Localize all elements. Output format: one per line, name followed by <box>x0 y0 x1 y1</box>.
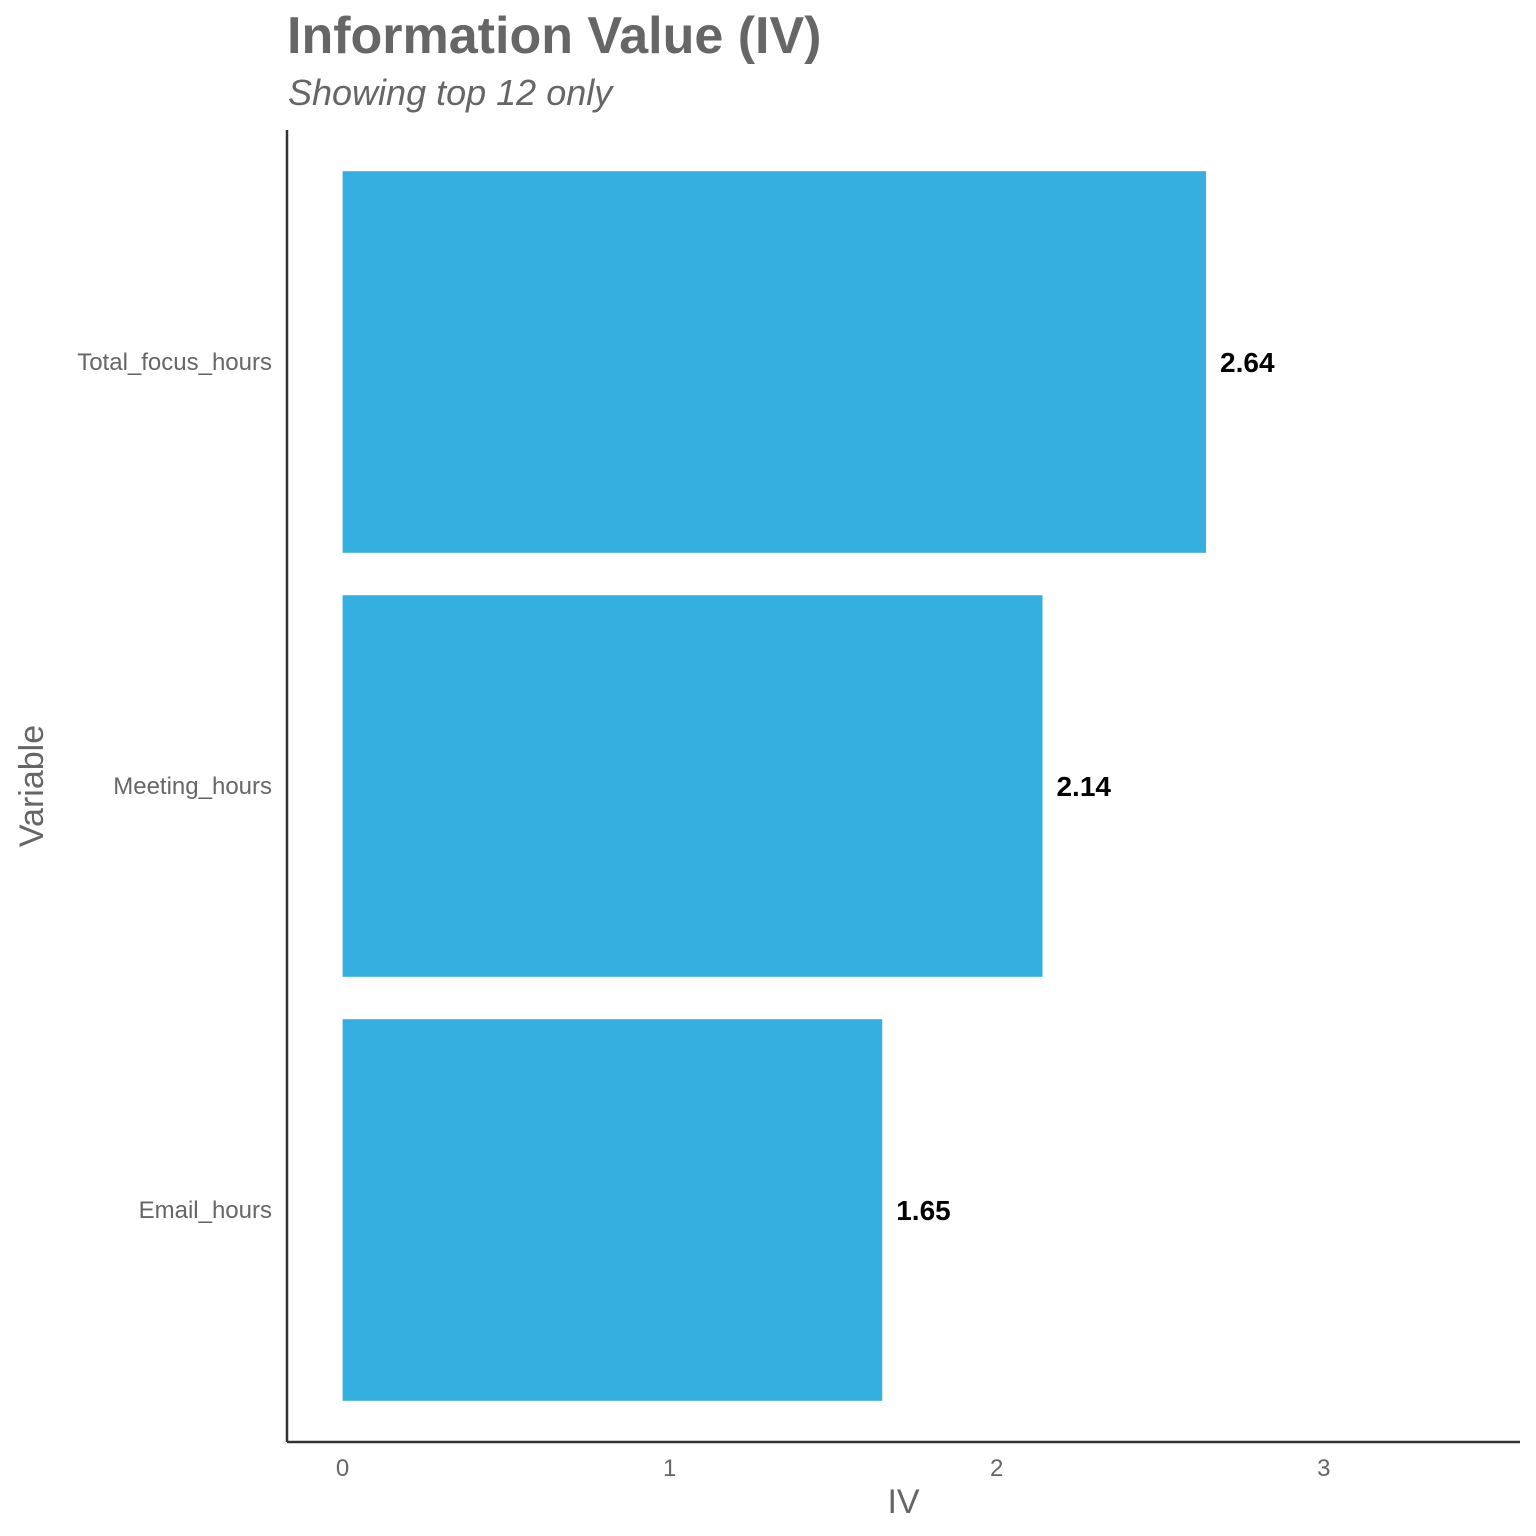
data-label: 2.14 <box>1056 771 1111 802</box>
x-tick-label: 2 <box>990 1455 1003 1482</box>
y-tick-label-group: Total_focus_hours Meeting_hours Email_hour… <box>77 349 272 1224</box>
chart-title: Information Value (IV) <box>287 7 822 65</box>
y-tick-label: Total_focus_hours <box>77 349 272 376</box>
bar-group <box>342 171 1207 1401</box>
y-tick-label: Meeting_hours <box>113 773 272 800</box>
y-tick-label: Email_hours <box>139 1197 272 1224</box>
x-tick-label-group: 0 1 2 3 <box>336 1455 1331 1482</box>
y-axis-title: Variable <box>13 725 51 847</box>
data-label: 2.64 <box>1220 347 1275 378</box>
chart-subtitle: Showing top 12 only <box>288 72 613 113</box>
bar-meeting-hours <box>342 595 1043 977</box>
bar-email-hours <box>342 1019 883 1401</box>
x-tick-label: 0 <box>336 1455 349 1482</box>
data-label-group: 2.64 2.14 1.65 <box>896 347 1275 1226</box>
x-axis-title: IV <box>887 1483 919 1521</box>
bar-total-focus-hours <box>342 171 1207 553</box>
data-label: 1.65 <box>896 1195 951 1226</box>
x-tick-label: 1 <box>663 1455 676 1482</box>
x-tick-label: 3 <box>1317 1455 1330 1482</box>
